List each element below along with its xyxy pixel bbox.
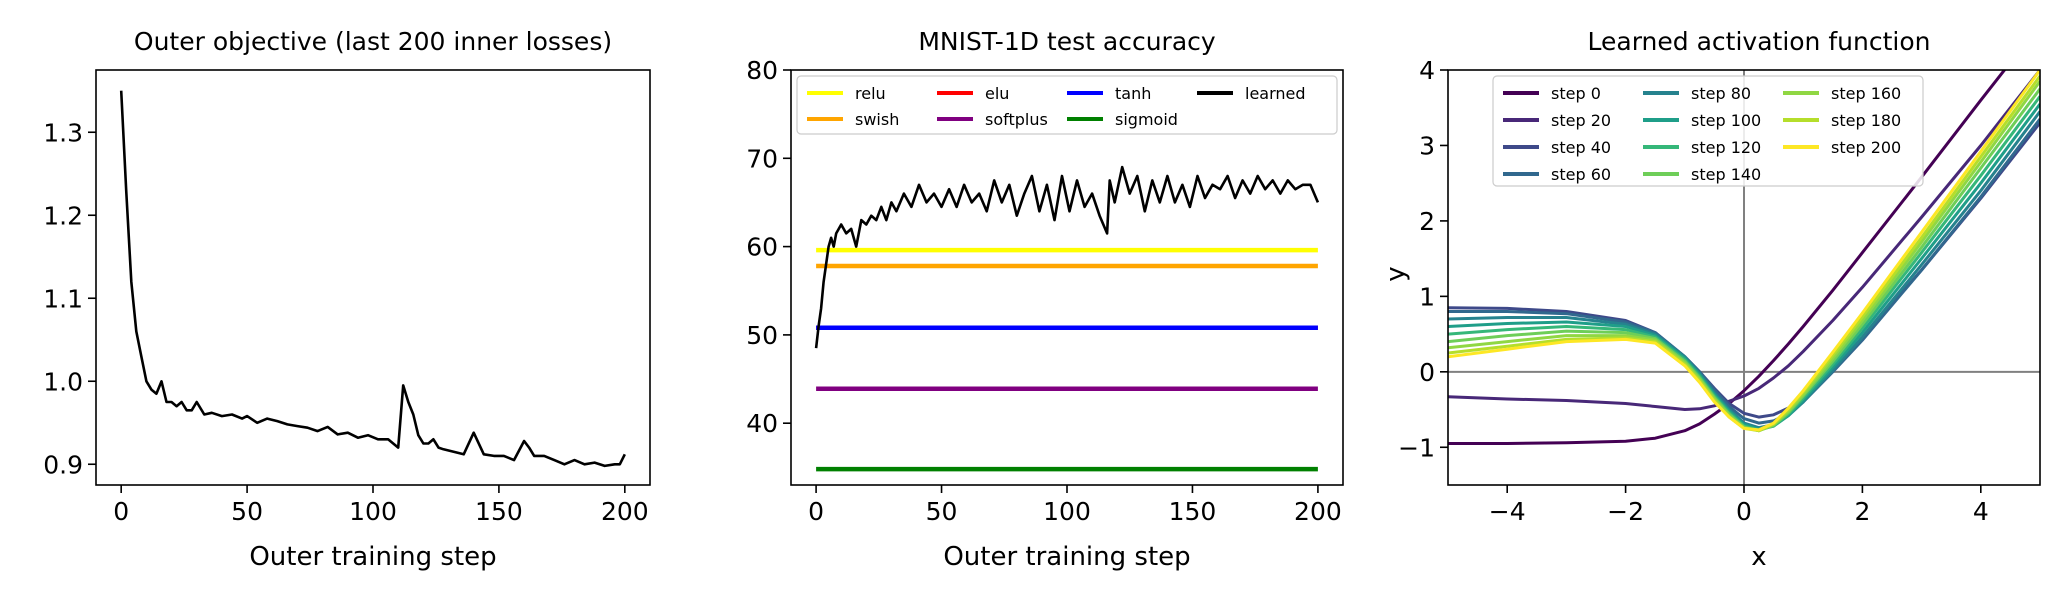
legend-label: step 40	[1551, 138, 1611, 157]
panel-activation-function: Learned activation function x y −4 −2 0 2 4 −…	[1381, 27, 2041, 572]
x-tick-label: 0	[1736, 497, 1752, 526]
legend-label: step 0	[1551, 84, 1601, 103]
series-line-outer-loss	[119, 90, 626, 468]
y-tick-label: 1.2	[43, 201, 83, 230]
legend-label: step 120	[1691, 138, 1761, 157]
series-group	[1448, 70, 2040, 445]
x-tick-label: 150	[475, 497, 523, 526]
y-tick-label: 1.0	[43, 367, 83, 396]
legend-label: step 20	[1551, 111, 1611, 130]
y-tick-label: 4	[1419, 56, 1435, 85]
legend-label: step 60	[1551, 165, 1611, 184]
legend-label: step 200	[1831, 138, 1901, 157]
x-tick-label: 4	[1973, 497, 1989, 526]
chart-title: Outer objective (last 200 inner losses)	[134, 27, 612, 56]
y-tick-label: 1.1	[43, 284, 83, 313]
series-group	[119, 90, 626, 468]
y-axis-label: y	[1381, 266, 1411, 281]
y-tick-label: 1.3	[43, 118, 83, 147]
series-line-step-0	[1448, 70, 2007, 445]
x-tick-label: 150	[1169, 497, 1217, 526]
series-line-step-60	[1448, 118, 2040, 425]
y-tick-label: 40	[746, 409, 778, 438]
x-tick-label: 0	[113, 497, 129, 526]
x-tick-label: −2	[1607, 497, 1644, 526]
chart-title: MNIST-1D test accuracy	[918, 27, 1216, 56]
x-tick-label: 100	[1043, 497, 1091, 526]
series-group	[814, 165, 1320, 472]
x-tick-label: 2	[1854, 497, 1870, 526]
panel-test-accuracy: MNIST-1D test accuracy Outer training st…	[746, 27, 1344, 572]
legend: relu swish elu softplus tanh sigmoid learned	[796, 75, 1338, 135]
y-tick-label: 0.9	[43, 450, 83, 479]
x-axis-label: Outer training step	[943, 542, 1190, 572]
legend-label: learned	[1245, 84, 1306, 103]
y-tick-label: 1	[1419, 282, 1435, 311]
x-tick-label: 100	[349, 497, 397, 526]
panel-outer-objective: Outer objective (last 200 inner losses) …	[43, 27, 651, 572]
x-tick-label: 50	[926, 497, 958, 526]
legend-label: softplus	[985, 110, 1048, 129]
legend-label: step 180	[1831, 111, 1901, 130]
series-line-step-20	[1448, 70, 2040, 411]
y-tick-label: −1	[1398, 433, 1435, 462]
x-tick-label: −4	[1489, 497, 1526, 526]
legend-label: step 160	[1831, 84, 1901, 103]
x-axis-label: x	[1751, 542, 1766, 572]
legend-label: step 140	[1691, 165, 1761, 184]
y-tick-label: 70	[746, 144, 778, 173]
x-axis-label: Outer training step	[249, 542, 496, 572]
legend-box	[1492, 75, 1924, 187]
legend-label: elu	[985, 84, 1009, 103]
legend-label: relu	[855, 84, 886, 103]
x-tick-label: 200	[601, 497, 649, 526]
x-tick-label: 200	[1294, 497, 1342, 526]
legend-label: tanh	[1115, 84, 1151, 103]
chart-title: Learned activation function	[1588, 27, 1931, 56]
legend: step 0 step 20 step 40 step 60 step 80 step 1…	[1492, 75, 1924, 187]
legend-label: step 100	[1691, 111, 1761, 130]
y-tick-label: 3	[1419, 131, 1435, 160]
legend-label: step 80	[1691, 84, 1751, 103]
y-tick-label: 0	[1419, 358, 1435, 387]
series-line-step-200	[1448, 70, 2040, 432]
legend-box	[796, 75, 1338, 135]
y-tick-label: 2	[1419, 207, 1435, 236]
x-tick-label: 50	[231, 497, 263, 526]
series-line-learned	[814, 165, 1320, 349]
legend-label: swish	[855, 110, 899, 129]
y-tick-label: 80	[746, 56, 778, 85]
y-tick-label: 50	[746, 321, 778, 350]
legend-label: sigmoid	[1115, 110, 1178, 129]
x-tick-label: 0	[808, 497, 824, 526]
y-tick-label: 60	[746, 233, 778, 262]
